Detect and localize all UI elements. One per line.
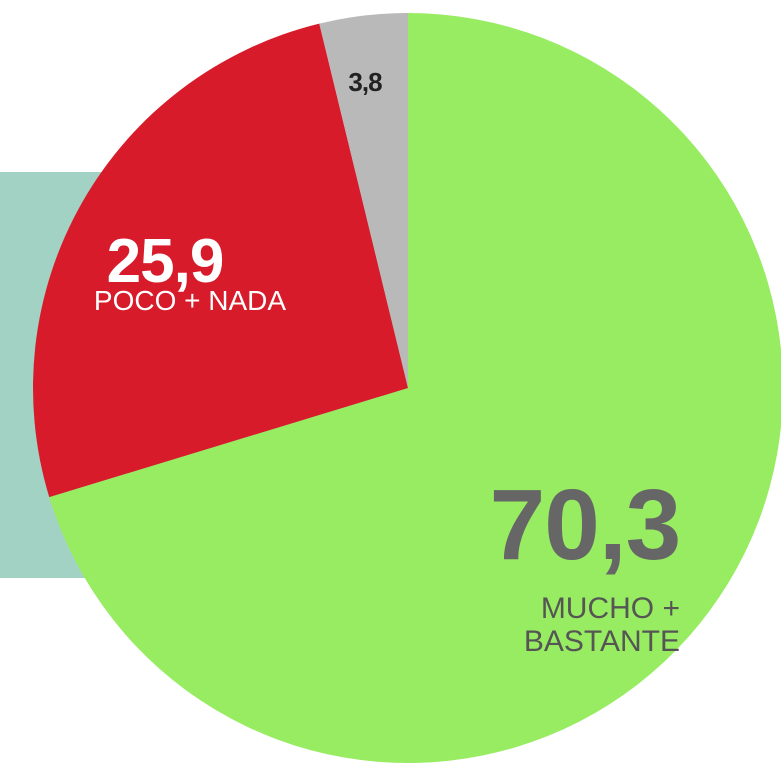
value-label: 70,3: [489, 469, 682, 581]
value-label: 3,8: [348, 67, 382, 97]
category-label: MUCHO + BASTANTE: [523, 592, 680, 658]
pie-slice: [49, 13, 781, 763]
value-label: 25,9: [106, 227, 225, 296]
pie-slice: [32, 23, 408, 498]
category-label: POCO + NADA: [93, 285, 287, 316]
pie-slice: [319, 13, 408, 388]
